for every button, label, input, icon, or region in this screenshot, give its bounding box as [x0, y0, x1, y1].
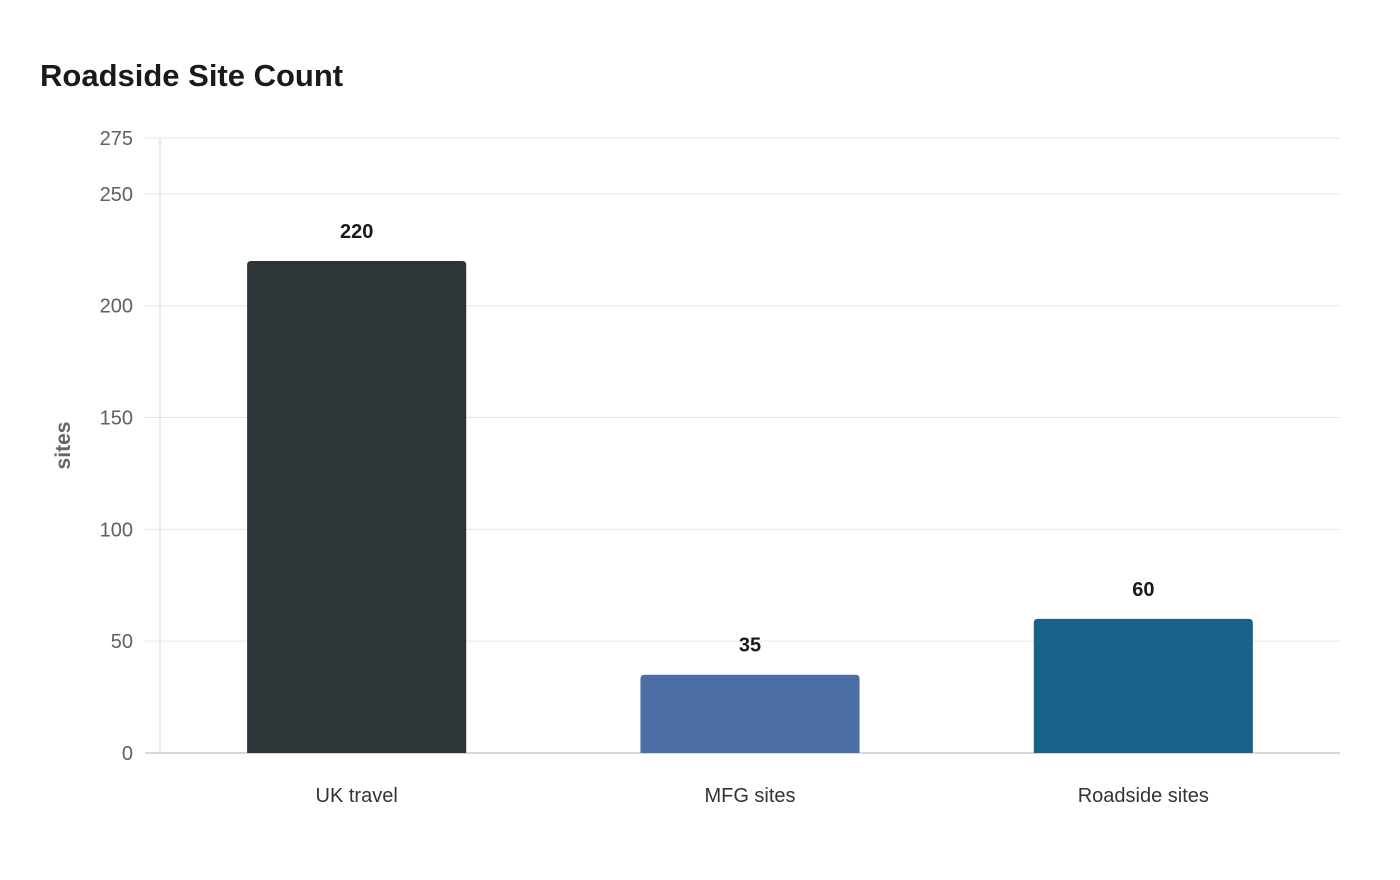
y-tick-labels: 0 50 100 150 200 250 275: [100, 128, 133, 765]
y-tick-label: 50: [111, 631, 133, 653]
data-labels: 220 35 60: [340, 221, 1154, 657]
y-axis-title: sites: [52, 422, 75, 470]
bar-value-label: 220: [340, 221, 373, 243]
x-category-label: MFG sites: [704, 785, 795, 807]
bar-value-label: 60: [1132, 579, 1154, 601]
chart-title: Roadside Site Count: [40, 58, 344, 93]
y-tick-label: 150: [100, 408, 133, 430]
x-category-labels: UK travel MFG sites Roadside sites: [316, 785, 1209, 807]
bar: [640, 674, 860, 753]
bar: [247, 261, 467, 753]
bar-value-label: 35: [739, 635, 761, 657]
bar: [1033, 618, 1253, 753]
x-category-label: UK travel: [316, 785, 398, 807]
y-tick-label: 250: [100, 184, 133, 206]
y-tick-label: 200: [100, 296, 133, 318]
y-tick-label: 0: [122, 743, 133, 765]
bars: [247, 261, 1253, 753]
y-tick-label: 100: [100, 519, 133, 541]
x-category-label: Roadside sites: [1078, 785, 1209, 807]
y-tick-label: 275: [100, 128, 133, 150]
